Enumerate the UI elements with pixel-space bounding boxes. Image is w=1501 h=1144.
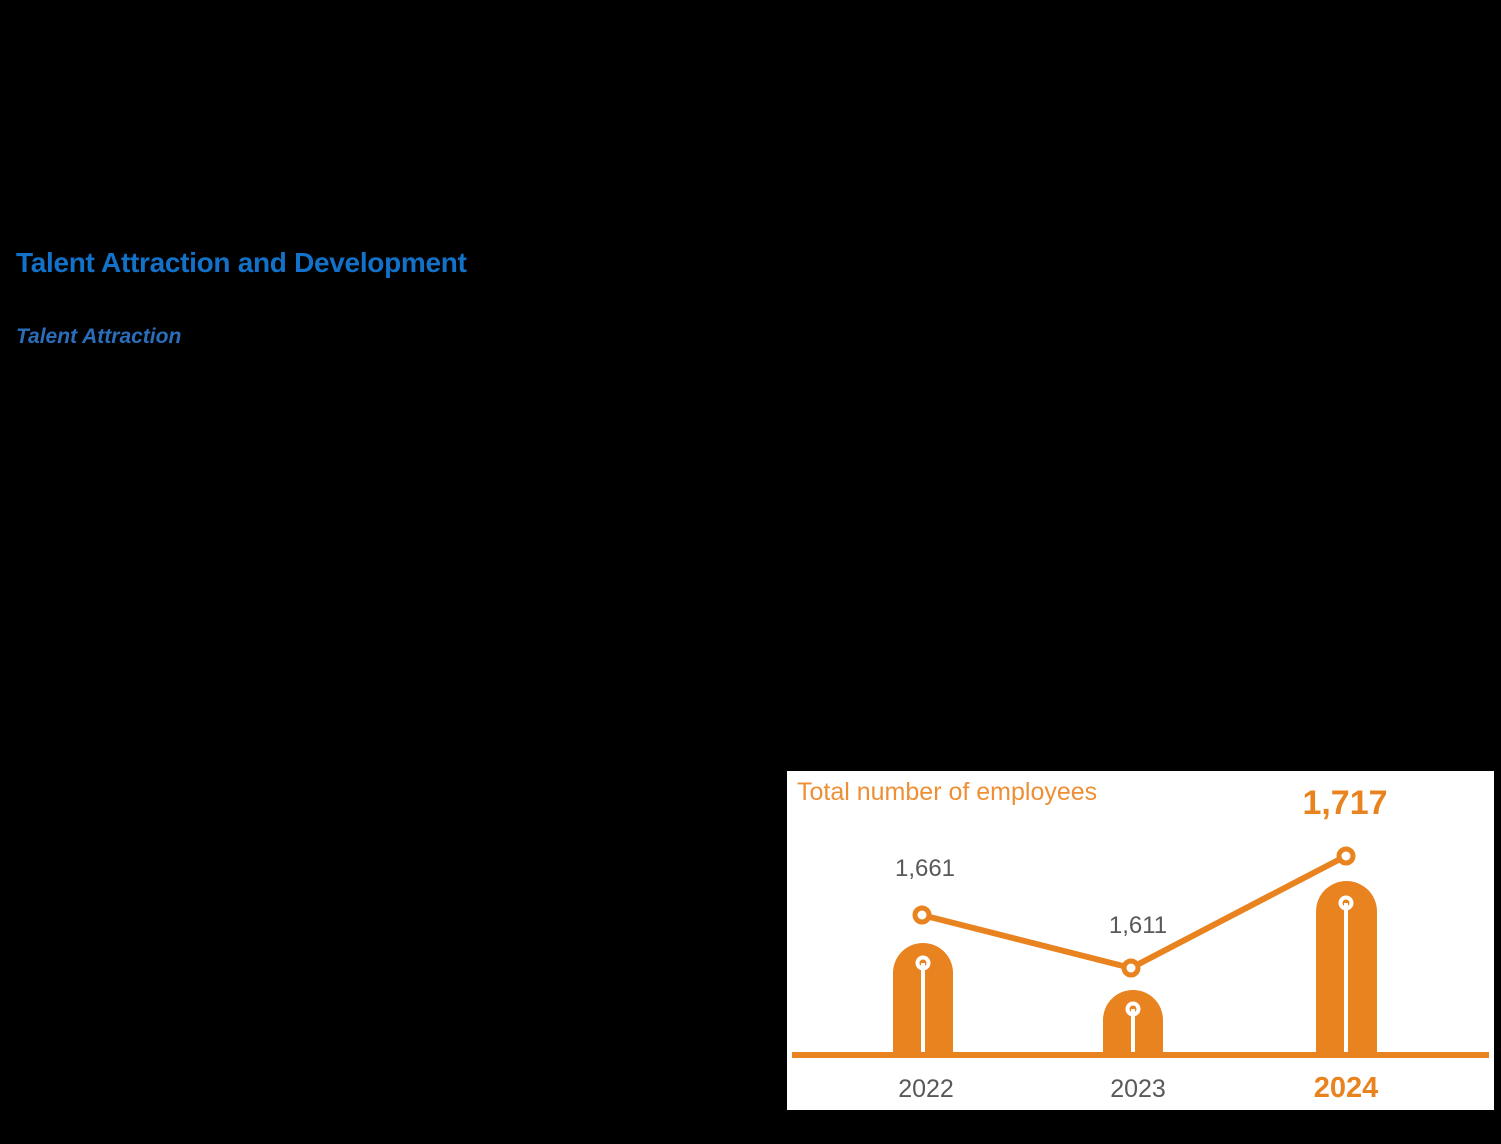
value-label-2022: 1,661 — [894, 855, 956, 882]
page-title: Talent Attraction and Development — [16, 247, 467, 278]
trend-marker-2024 — [1336, 846, 1356, 866]
bar-pin-dot-2023 — [1125, 1001, 1141, 1017]
bar-pin-dot-2022 — [915, 955, 931, 971]
value-label-2023: 1,611 — [1108, 912, 1168, 939]
trend-marker-2022 — [912, 905, 932, 925]
section-subtitle: Talent Attraction — [16, 325, 182, 348]
chart-title: Total number of employees — [797, 778, 1098, 806]
trend-marker-2023 — [1121, 958, 1141, 978]
x-axis-label-2024: 2024 — [1313, 1072, 1379, 1104]
x-axis-line — [792, 1052, 1489, 1058]
employees-chart-card: Total number of employees 1,661 1,611 1,… — [787, 771, 1494, 1110]
x-axis-label-2022: 2022 — [898, 1075, 954, 1103]
employees-chart — [792, 846, 1489, 1058]
bar-pin-dot-2024 — [1338, 895, 1354, 911]
value-label-2024: 1,717 — [1302, 784, 1388, 822]
x-axis-label-2023: 2023 — [1110, 1075, 1166, 1103]
